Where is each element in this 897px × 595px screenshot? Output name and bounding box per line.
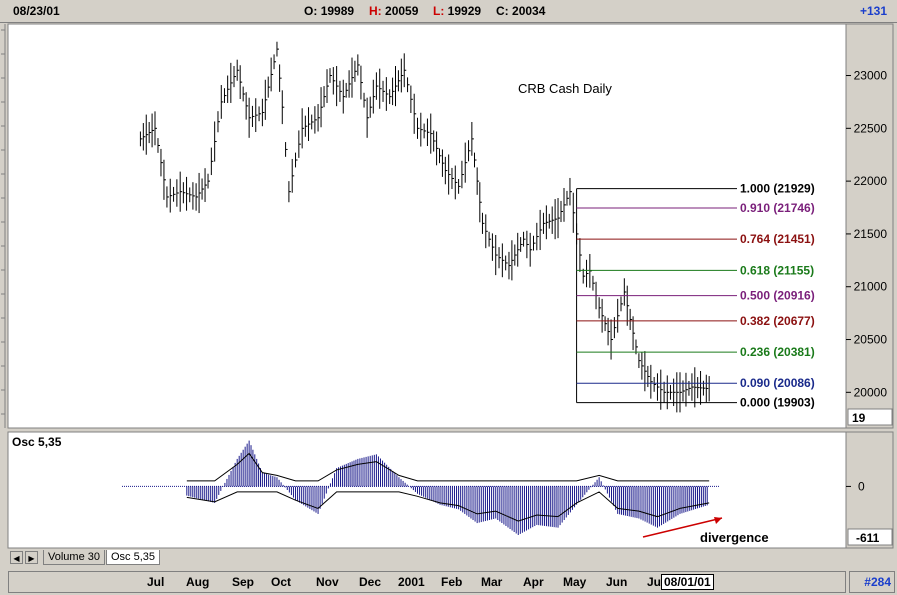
month-label: Aug xyxy=(186,575,210,589)
month-label: Sep xyxy=(232,575,255,589)
price-tick-label: 21000 xyxy=(854,280,888,294)
month-label: Jun xyxy=(606,575,628,589)
price-bars xyxy=(139,41,710,413)
month-label: Dec xyxy=(359,575,382,589)
price-tick-label: 20500 xyxy=(854,333,888,347)
left-ruler-ticks xyxy=(1,29,5,415)
indicator-tabbar: ◀ ▶ Volume 30 Osc 5,35 xyxy=(8,549,846,567)
fib-level-label: 1.000 (21929) xyxy=(740,182,815,196)
header-close: C: 20034 xyxy=(496,4,546,18)
osc-current-label: -611 xyxy=(856,531,880,545)
tab-volume[interactable]: Volume 30 xyxy=(43,550,105,565)
month-label: Apr xyxy=(523,575,544,589)
osc-tick-label: 0 xyxy=(858,479,865,493)
price-panel xyxy=(7,23,847,429)
month-label: Nov xyxy=(316,575,339,589)
divergence-arrow xyxy=(642,517,723,538)
header-open: O: 19989 xyxy=(304,4,355,18)
price-tick-label: 22000 xyxy=(854,174,888,188)
osc-current-box xyxy=(847,528,893,546)
tab-scroll-right-button[interactable]: ▶ xyxy=(25,551,38,564)
fib-level-label: 0.236 (20381) xyxy=(740,345,815,359)
chart-title: CRB Cash Daily xyxy=(518,81,612,96)
fibonacci-levels: 1.000 (21929) 0.910 (21746) 0.764 (21451) 0… xyxy=(576,182,815,410)
price-current-label: 19 xyxy=(852,411,866,425)
fib-level-label: 0.382 (20677) xyxy=(740,314,815,328)
osc-lower-band xyxy=(186,491,710,522)
fib-level-label: 0.764 (21451) xyxy=(740,232,815,246)
price-current-box xyxy=(847,408,893,426)
osc-histogram xyxy=(122,440,720,535)
price-tick-label: 23000 xyxy=(854,69,888,83)
selected-date-box[interactable]: 08/01/01 xyxy=(661,574,714,590)
month-label: Oct xyxy=(271,575,292,589)
bar-count-box: #284 xyxy=(849,571,895,593)
quote-header: 08/23/01 O: 19989 H: 20059 L: 19929 C: 2… xyxy=(0,0,897,23)
tab-osc[interactable]: Osc 5,35 xyxy=(106,550,161,565)
price-tick-label: 21500 xyxy=(854,227,888,241)
osc-panel xyxy=(7,431,847,549)
fib-level-label: 0.500 (20916) xyxy=(740,289,815,303)
osc-tick-labels: 0 xyxy=(846,479,865,493)
month-label: Mar xyxy=(481,575,503,589)
month-label: Feb xyxy=(441,575,463,589)
time-axis[interactable]: Jul Aug Sep Oct Nov Dec 2001 Feb Mar Apr… xyxy=(8,571,846,593)
price-tick-label: 22500 xyxy=(854,121,888,135)
header-date: 08/23/01 xyxy=(13,4,60,18)
osc-title: Osc 5,35 xyxy=(12,435,62,449)
price-tick-label: 20000 xyxy=(854,385,888,399)
osc-upper-band xyxy=(186,452,710,482)
fib-level-label: 0.618 (21155) xyxy=(740,263,814,277)
fib-level-label: 0.090 (20086) xyxy=(740,376,815,390)
header-change: +131 xyxy=(859,4,887,18)
bar-count: #284 xyxy=(864,575,891,589)
month-label: Jul xyxy=(147,575,165,589)
tab-scroll-left-button[interactable]: ◀ xyxy=(10,551,23,564)
price-tick-labels: 23000 22500 22000 21500 21000 20500 20000 xyxy=(846,69,888,399)
header-high: H: 20059 xyxy=(369,4,419,18)
price-axis xyxy=(845,23,894,429)
fib-level-label: 0.910 (21746) xyxy=(740,201,815,215)
month-label: May xyxy=(563,575,587,589)
month-label: Ju xyxy=(647,575,662,589)
month-label: 2001 xyxy=(398,575,425,589)
fib-level-label: 0.000 (19903) xyxy=(740,396,815,410)
divergence-arrowhead xyxy=(714,517,722,524)
divergence-label: divergence xyxy=(700,530,769,545)
header-low: L: 19929 xyxy=(433,4,482,18)
